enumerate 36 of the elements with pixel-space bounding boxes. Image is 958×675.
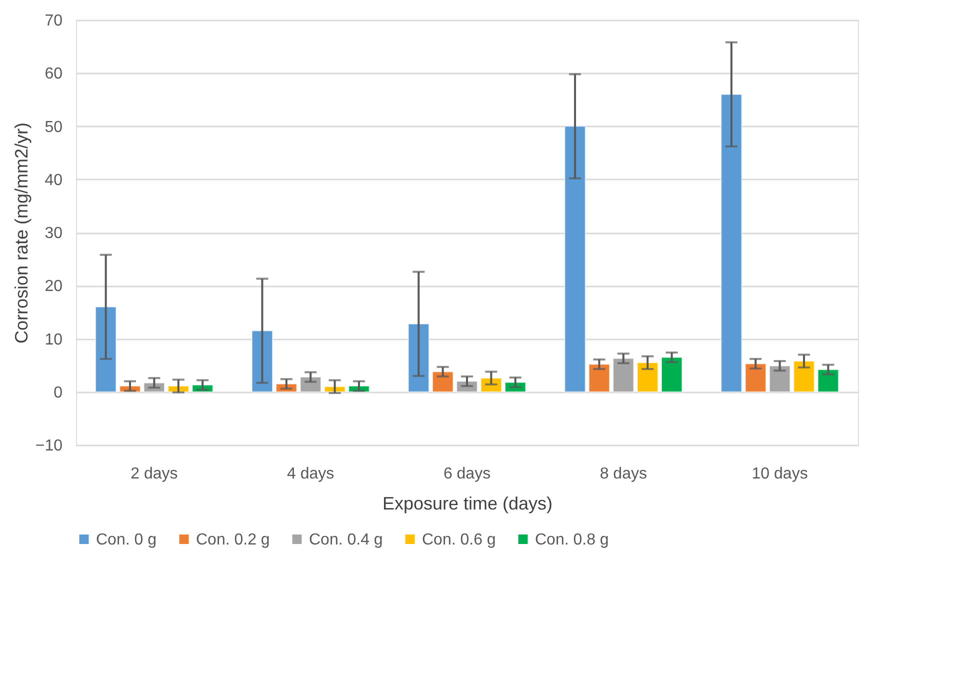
y-tick-label: 60	[44, 66, 63, 83]
y-tick-label: 30	[44, 225, 63, 242]
y-tick-label: 10	[44, 331, 63, 348]
x-tick-label: 2 days	[130, 466, 178, 482]
y-tick-label: 70	[44, 12, 63, 30]
legend-label: Con. 0.6 g	[422, 531, 496, 548]
bar	[636, 362, 658, 392]
x-tick-label: 8 days	[600, 466, 647, 482]
bar	[769, 365, 791, 392]
x-tick-label: 4 days	[287, 466, 334, 482]
y-axis-title: Corrosion rate (mg/mm2/yr)	[11, 122, 32, 344]
bar	[660, 356, 683, 392]
bar	[564, 126, 586, 392]
legend-label: Con. 0 g	[96, 531, 156, 548]
legend-label: Con. 0.2 g	[196, 531, 270, 548]
y-tick-label: 20	[44, 278, 63, 296]
bar	[95, 306, 117, 392]
y-tick-label: 0	[54, 384, 63, 402]
bar	[588, 364, 610, 392]
y-tick-label: 40	[44, 172, 63, 189]
y-tick-label: −10	[35, 438, 63, 454]
bar	[817, 369, 839, 392]
y-tick-label: 50	[44, 118, 63, 136]
bar	[432, 371, 454, 392]
x-tick-label: 6 days	[443, 466, 491, 482]
bar	[251, 330, 274, 392]
x-axis-title: Exposure time (days)	[382, 494, 553, 514]
bar	[408, 323, 430, 392]
bar	[612, 358, 634, 392]
legend-label: Con. 0.8 g	[535, 531, 609, 548]
x-tick-label: 10 days	[752, 466, 808, 482]
bar	[744, 363, 766, 392]
legend-label: Con. 0.4 g	[309, 531, 383, 548]
bar	[324, 386, 346, 392]
bar	[793, 360, 815, 392]
bar	[720, 94, 742, 392]
